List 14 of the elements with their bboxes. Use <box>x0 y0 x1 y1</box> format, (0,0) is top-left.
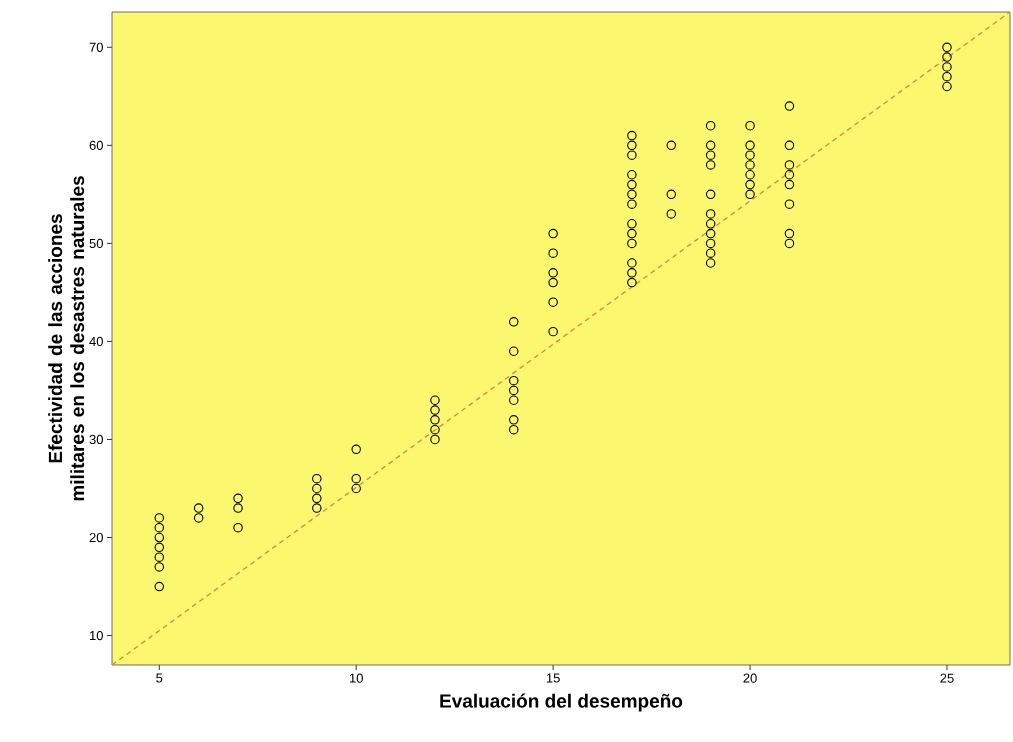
y-tick-label: 40 <box>89 336 103 347</box>
x-tick-label: 10 <box>349 673 363 683</box>
x-tick-label: 15 <box>546 673 560 683</box>
x-tick-label: 20 <box>743 673 757 683</box>
y-tick-label: 30 <box>89 434 103 445</box>
y-tick-label: 10 <box>90 630 103 641</box>
y-tick-label: 50 <box>89 238 103 248</box>
y-axis-title: Efectividad de las acciones militares en los desastres naturales <box>48 176 85 501</box>
x-tick-label: 5 <box>156 673 163 683</box>
x-tick-label: 25 <box>940 673 954 683</box>
y-tick-label: 60 <box>89 140 103 150</box>
y-tick-label: 70 <box>89 42 103 52</box>
x-axis-title: Evaluación del desempeño <box>440 693 683 712</box>
y-tick-label: 20 <box>89 532 103 543</box>
